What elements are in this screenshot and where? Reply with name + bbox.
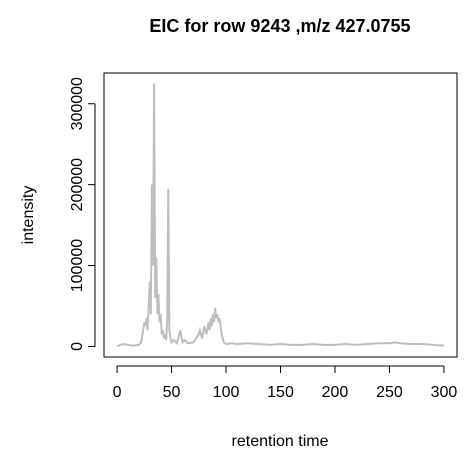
data-line bbox=[116, 83, 444, 348]
y-tick-label: 0 bbox=[69, 342, 86, 351]
x-tick-label: 50 bbox=[163, 384, 181, 401]
y-tick-label: 200000 bbox=[69, 158, 86, 211]
chart-title: EIC for row 9243 ,m/z 427.0755 bbox=[149, 16, 410, 36]
x-tick-label: 0 bbox=[113, 384, 122, 401]
x-tick-label: 150 bbox=[267, 384, 294, 401]
y-axis-label: intensity bbox=[20, 186, 37, 245]
x-tick-label: 200 bbox=[322, 384, 349, 401]
x-tick-label: 300 bbox=[431, 384, 458, 401]
y-tick-label: 100000 bbox=[69, 239, 86, 292]
x-tick-label: 100 bbox=[213, 384, 240, 401]
x-axis-label: retention time bbox=[232, 433, 329, 450]
x-tick-label: 250 bbox=[376, 384, 403, 401]
plot-frame bbox=[103, 72, 458, 358]
y-tick-label: 300000 bbox=[69, 77, 86, 130]
